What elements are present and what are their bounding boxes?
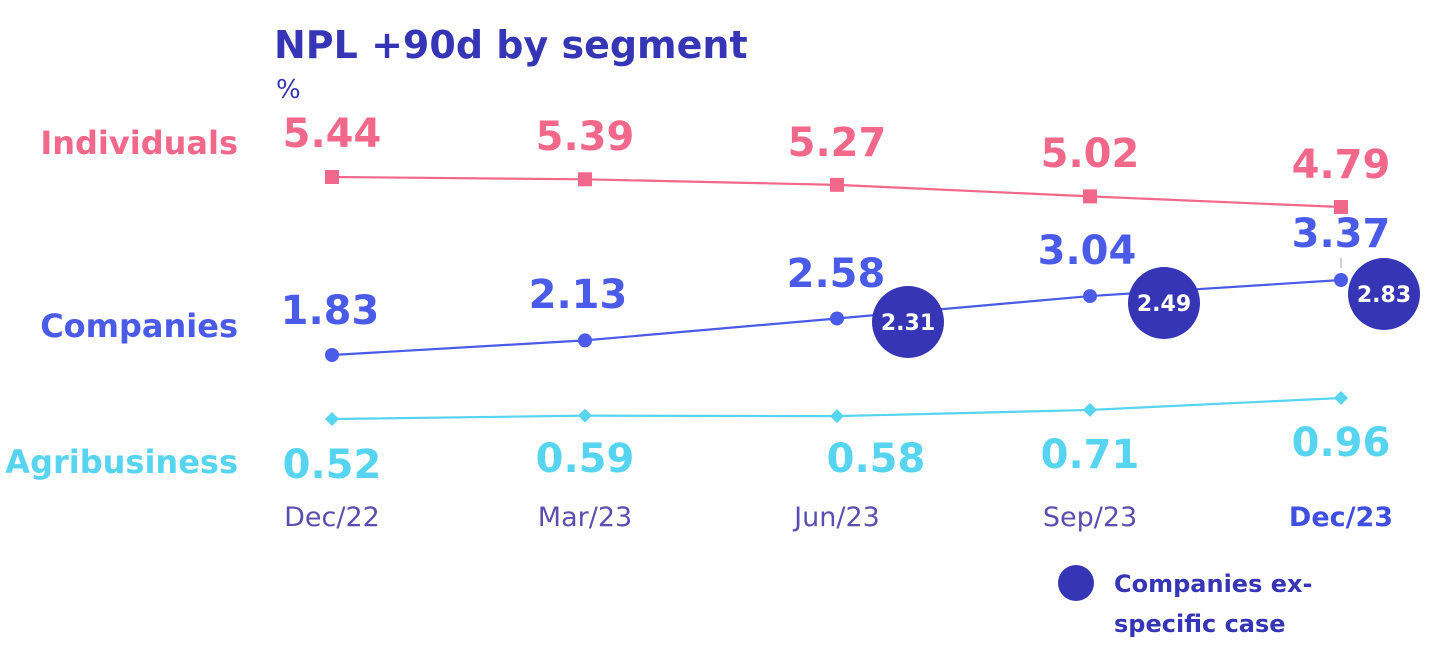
- x-tick-label: Dec/23: [1289, 502, 1393, 533]
- marker-companies: [325, 348, 339, 362]
- labels: Individuals 5.44 5.39 5.27 5.02 4.79 Companies…: [5, 111, 1411, 533]
- bubble-companies-ex: [1128, 267, 1200, 339]
- data-label-agribusiness: 0.59: [536, 436, 635, 482]
- data-label-individuals: 5.27: [788, 120, 887, 166]
- bubble-label-companies-ex: 2.83: [1357, 283, 1411, 308]
- data-label-individuals: 5.02: [1041, 131, 1140, 177]
- x-tick-label: Dec/22: [284, 502, 380, 533]
- marker-individuals: [325, 170, 339, 184]
- row-label-agribusiness: Agribusiness: [5, 443, 238, 481]
- marker-companies: [830, 311, 844, 326]
- marker-agribusiness: [1334, 391, 1348, 405]
- legend: Companies ex-specific case: [1058, 565, 1312, 638]
- legend-swatch-companies-ex: [1058, 565, 1094, 601]
- marker-agribusiness: [325, 412, 339, 426]
- chart-title: NPL +90d by segment: [274, 23, 748, 67]
- data-label-individuals: 5.39: [536, 114, 635, 160]
- marker-agribusiness: [830, 409, 844, 424]
- bubble-companies-ex: [872, 286, 944, 358]
- marker-companies: [578, 333, 592, 348]
- marker-companies: [1083, 289, 1097, 304]
- data-label-agribusiness: 0.58: [827, 436, 926, 482]
- data-label-agribusiness: 0.96: [1292, 420, 1391, 466]
- legend-label-companies-ex: specific case: [1114, 610, 1286, 638]
- marker-agribusiness: [578, 408, 592, 423]
- series-marks: [325, 170, 1420, 426]
- data-label-individuals: 5.44: [283, 111, 382, 157]
- x-tick-label: Jun/23: [792, 502, 880, 533]
- x-tick-label: Mar/23: [538, 502, 632, 533]
- bubble-label-companies-ex: 2.31: [881, 311, 935, 336]
- data-label-companies: 2.58: [787, 251, 886, 297]
- marker-individuals: [1334, 200, 1348, 214]
- data-label-companies: 3.37: [1292, 211, 1391, 257]
- bubble-label-companies-ex: 2.49: [1137, 292, 1191, 317]
- row-label-individuals: Individuals: [40, 124, 238, 162]
- marker-individuals: [1083, 189, 1097, 204]
- x-tick-label: Sep/23: [1043, 502, 1137, 533]
- data-label-companies: 2.13: [529, 272, 628, 318]
- y-unit-label: %: [276, 75, 301, 105]
- marker-agribusiness: [1083, 402, 1097, 417]
- bubble-companies-ex: [1348, 258, 1420, 330]
- legend-label-companies-ex: Companies ex-: [1114, 570, 1312, 598]
- marker-individuals: [578, 172, 592, 187]
- data-label-agribusiness: 0.52: [283, 442, 382, 488]
- marker-individuals: [830, 177, 844, 192]
- marker-companies: [1334, 273, 1348, 287]
- data-label-companies: 1.83: [281, 288, 380, 334]
- data-label-companies: 3.04: [1038, 228, 1137, 274]
- data-label-individuals: 4.79: [1292, 142, 1391, 188]
- data-label-agribusiness: 0.71: [1041, 432, 1140, 478]
- row-label-companies: Companies: [40, 307, 238, 345]
